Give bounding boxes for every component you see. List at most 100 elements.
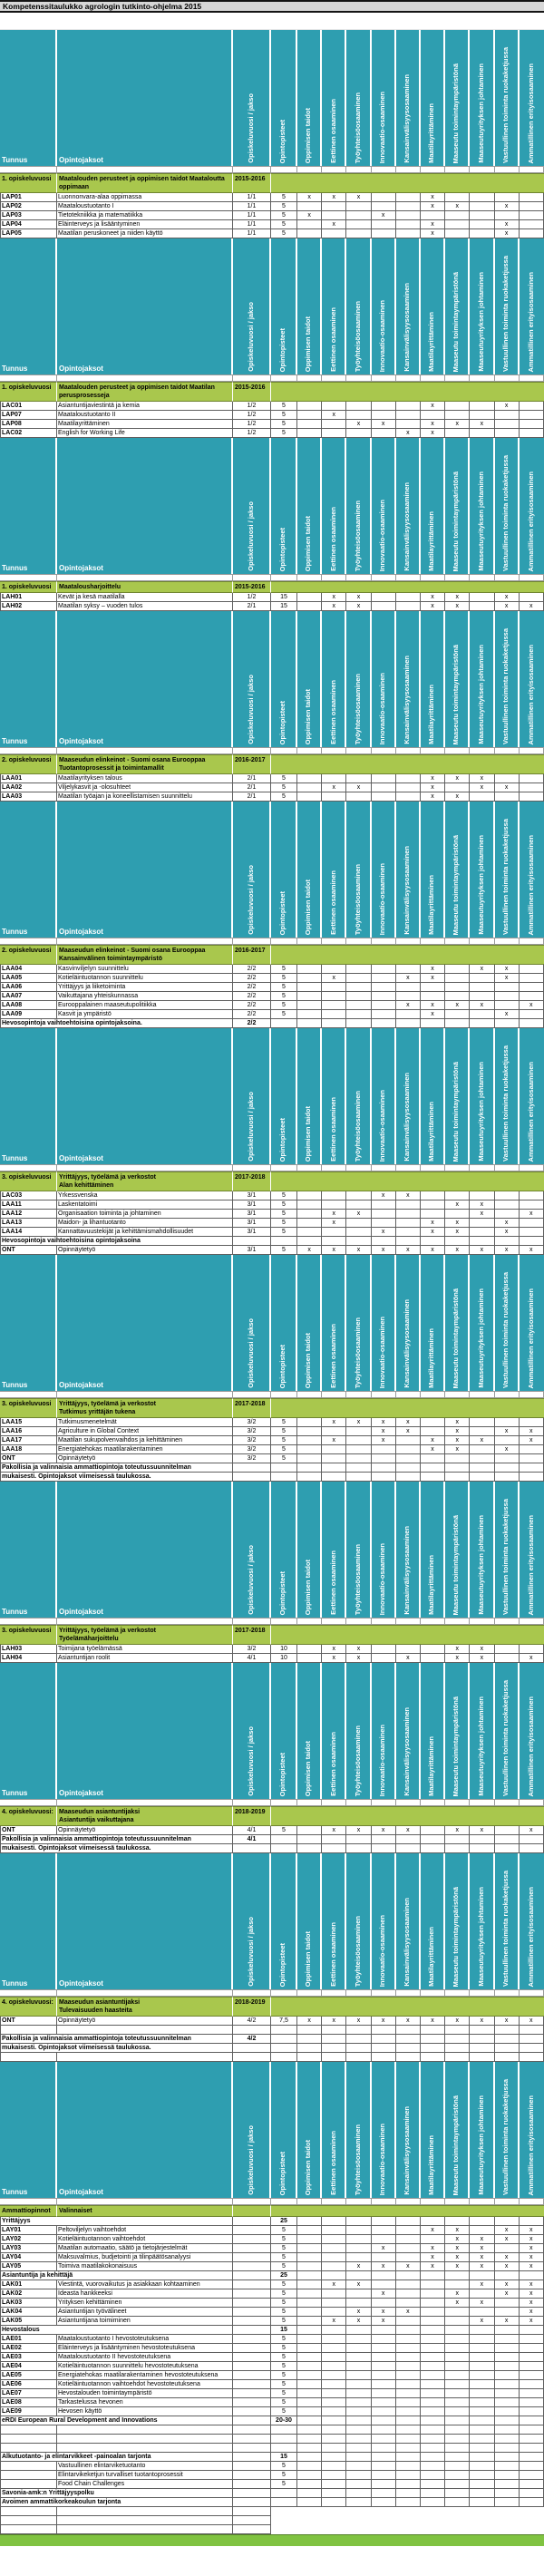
spacer-cell bbox=[0, 2198, 57, 2205]
cell-mark bbox=[470, 1219, 495, 1228]
cell-mark bbox=[322, 211, 347, 220]
cell-code: LAH02 bbox=[0, 602, 57, 611]
cell-empty bbox=[395, 2044, 421, 2053]
column-header: Työyhteisöosaaminen bbox=[346, 1663, 372, 1799]
cell-empty bbox=[494, 2444, 520, 2453]
cell-mark bbox=[297, 992, 323, 1001]
cell-mark bbox=[297, 792, 323, 802]
spacer-cell bbox=[297, 1164, 323, 1171]
column-label: Opintopisteet bbox=[278, 1942, 287, 1987]
cell-period bbox=[233, 2498, 271, 2507]
cell-mark bbox=[494, 2335, 520, 2344]
cell-period: 1/2 bbox=[233, 411, 271, 420]
cell-empty bbox=[0, 2026, 57, 2035]
cell-empty bbox=[57, 2053, 233, 2062]
cell-mark bbox=[346, 2344, 372, 2353]
spacer-cell bbox=[445, 747, 471, 754]
section-title-row: 3. opiskeluvuosi Yrittäjyys, työelämä ja … bbox=[0, 1171, 544, 1191]
cell-mark: x bbox=[445, 1219, 471, 1228]
tunnus-header: Tunnus bbox=[0, 238, 57, 374]
column-header: Työyhteisöosaaminen bbox=[346, 438, 372, 574]
column-label: Vastuullinen toiminta ruokaketjussa bbox=[500, 455, 510, 571]
cell-empty bbox=[470, 2217, 495, 2226]
cell-mark bbox=[297, 783, 323, 792]
cell-mark bbox=[346, 2299, 372, 2308]
column-header: Ammatillinen erityisosaaminen bbox=[520, 611, 544, 747]
cell-mark bbox=[445, 402, 471, 411]
cell-mark bbox=[395, 193, 421, 202]
spacer-cell bbox=[519, 747, 544, 754]
cell-mark bbox=[322, 2308, 347, 2317]
cell-empty bbox=[297, 2044, 323, 2053]
cell-mark bbox=[297, 1427, 323, 1436]
cell-mark bbox=[420, 992, 446, 1001]
column-label: Maatilayrittäminen bbox=[427, 312, 436, 372]
column-header: Ammatillinen erityisosaaminen bbox=[520, 802, 544, 938]
section-title-row: 1. opiskeluvuosi Maatalouden perusteet ja… bbox=[0, 173, 544, 193]
cell-empty bbox=[445, 2217, 471, 2226]
cell-mark bbox=[494, 411, 520, 420]
course-row: LAA15 Tutkimusmenetelmät 3/2 5 x x x x x bbox=[0, 1418, 544, 1427]
cell-mark bbox=[371, 974, 396, 983]
cell-mark bbox=[371, 1010, 396, 1019]
blank-row bbox=[0, 2507, 544, 2516]
column-header: Työyhteisöosaaminen bbox=[346, 1853, 372, 1989]
cell-empty bbox=[371, 2525, 396, 2534]
cell-period bbox=[233, 2380, 271, 2389]
cell-mark: x bbox=[322, 1210, 347, 1219]
cell-mark bbox=[297, 2398, 323, 2407]
cell-mark: x bbox=[445, 2017, 471, 2026]
spacer-row bbox=[0, 1989, 544, 1997]
cell-mark: x bbox=[297, 193, 323, 202]
cell-mark bbox=[420, 1191, 446, 1201]
cell-course-name: Asiantuntijan työvälineet bbox=[57, 2308, 233, 2317]
cell-empty bbox=[297, 2425, 323, 2435]
course-row: LAC01 Asiantuntijaviestintä ja kemia 1/2 5 x… bbox=[0, 402, 544, 411]
cell-mark: x bbox=[395, 1826, 421, 1835]
cell-period bbox=[233, 2353, 271, 2362]
cell-mark: x bbox=[346, 593, 372, 602]
cell-mark: x bbox=[297, 1246, 323, 1255]
cell-mark: x bbox=[470, 2262, 495, 2271]
spacer-cell bbox=[297, 1618, 323, 1625]
cell-empty bbox=[445, 1463, 471, 1473]
spacer-cell bbox=[445, 574, 471, 581]
cell-period: 2/1 bbox=[233, 602, 271, 611]
cell-mark bbox=[371, 783, 396, 792]
cell-empty bbox=[233, 2026, 271, 2035]
cell-mark bbox=[395, 1201, 421, 1210]
cell-code: LAY01 bbox=[0, 2226, 57, 2235]
section-title-row: 4. opiskeluvuosi: Maaseudun asiantuntijak… bbox=[0, 1997, 544, 2017]
cell-mark bbox=[420, 1454, 446, 1463]
column-label: Vastuullinen toiminta ruokaketjussa bbox=[500, 819, 510, 935]
cell-empty bbox=[0, 2516, 57, 2525]
cell-period: 3/1 bbox=[233, 1210, 271, 1219]
cell-credits: 5 bbox=[271, 2335, 297, 2344]
cell-mark: x bbox=[519, 2262, 544, 2271]
cell-empty bbox=[322, 2326, 347, 2335]
cell-mark bbox=[371, 193, 396, 202]
cell-empty bbox=[346, 2035, 372, 2044]
cell-empty bbox=[519, 2525, 544, 2534]
cell-mark bbox=[322, 2353, 347, 2362]
cell-mark: x bbox=[519, 2017, 544, 2026]
cell-empty bbox=[297, 1473, 323, 1482]
cell-mark bbox=[519, 2398, 544, 2407]
cell-mark bbox=[297, 2280, 323, 2289]
cell-empty bbox=[420, 2053, 446, 2062]
column-label: Ammatillinen erityisosaaminen bbox=[527, 2095, 536, 2195]
column-label: Maatilayrittäminen bbox=[427, 1555, 436, 1615]
cell-course-name: Opinnäytetyö bbox=[57, 2017, 233, 2026]
cell-mark bbox=[395, 992, 421, 1001]
course-row: LAY02 Kotieläintuotannon vaihtoehdot 5 x x x x bbox=[0, 2235, 544, 2244]
cell-mark: x bbox=[346, 420, 372, 429]
subheader-text: eRDI European Rural Development and Inno… bbox=[0, 2416, 233, 2425]
column-label: Opintopisteet bbox=[278, 119, 287, 163]
section-title-row: 1. opiskeluvuosi Maatalouden perusteet ja… bbox=[0, 382, 544, 402]
cell-mark bbox=[371, 2398, 396, 2407]
cell-course-name: Kotieläintuotannon vaihtoehdot bbox=[57, 2235, 233, 2244]
cell-credits: 5 bbox=[271, 1001, 297, 1010]
spacer-cell bbox=[395, 1618, 421, 1625]
header-block: Tunnus Opintojaksot Opiskeluvuosi / jakso O… bbox=[0, 438, 544, 574]
cell-empty bbox=[297, 2498, 323, 2507]
